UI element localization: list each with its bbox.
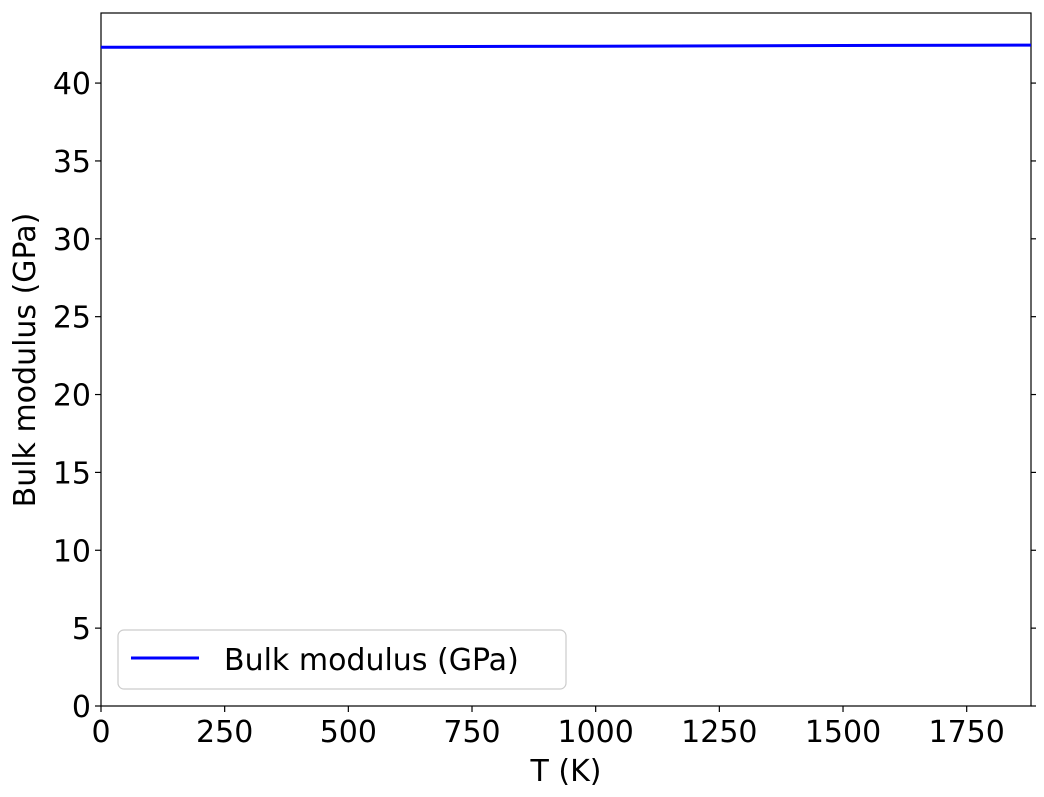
x-tick-label: 500 [320,715,377,750]
x-tick-label: 750 [443,715,500,750]
x-tick-label: 1500 [805,715,881,750]
y-axis: 0 5 10 15 20 25 30 35 40 [53,67,1036,725]
x-tick-label: 1750 [929,715,1005,750]
legend: Bulk modulus (GPa) [117,629,567,690]
x-axis: 0 250 500 750 1000 1250 1500 1750 [91,706,1005,750]
series-layer [100,43,1032,49]
y-tick-label: 40 [53,67,91,102]
plot-frame [100,12,1032,707]
x-tick-label: 1000 [558,715,634,750]
legend-box [117,629,567,690]
y-tick-label: 10 [53,534,91,569]
series-line [100,43,1032,49]
y-tick-label: 25 [53,301,91,336]
y-tick-label: 0 [72,690,91,725]
y-tick-label: 5 [72,612,91,647]
legend-entry-label: Bulk modulus (GPa) [224,643,519,678]
y-tick-label: 35 [53,145,91,180]
x-tick-label: 250 [196,715,253,750]
x-tick-label: 0 [91,715,110,750]
y-tick-label: 15 [53,456,91,491]
y-axis-label: Bulk modulus (GPa) [8,213,43,508]
x-tick-label: 1250 [681,715,757,750]
y-tick-label: 20 [53,379,91,414]
y-tick-label: 30 [53,223,91,258]
x-axis-label: T (K) [530,754,602,789]
